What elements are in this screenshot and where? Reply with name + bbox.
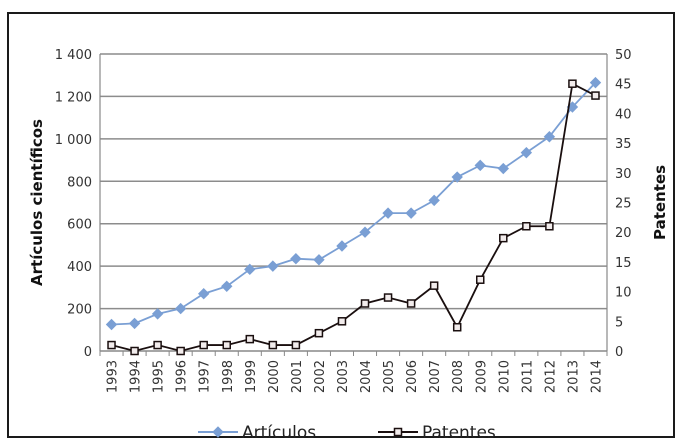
legend-marker-patentes	[393, 427, 403, 437]
data-point-patentes	[522, 222, 531, 231]
data-point-patentes	[452, 322, 462, 332]
y2-tick-label: 20	[615, 226, 632, 241]
data-point-artículos	[474, 159, 486, 172]
x-tick-label: 2004	[359, 360, 374, 393]
x-tick-label: 2011	[520, 360, 535, 393]
legend-marker-artículos	[212, 426, 224, 438]
x-tick-label: 2006	[405, 360, 420, 393]
data-point-patentes	[568, 79, 577, 88]
data-point-artículos	[543, 131, 556, 143]
y-tick-label: 1 200	[55, 90, 92, 105]
data-point-artículos	[244, 263, 256, 276]
data-point-patentes	[499, 233, 508, 243]
data-point-patentes	[268, 340, 278, 350]
data-point-artículos	[174, 302, 187, 315]
data-point-patentes	[545, 222, 554, 231]
y-tick-label: 600	[67, 218, 92, 233]
y2-tick-label: 45	[615, 78, 632, 93]
gridlines	[100, 53, 607, 310]
y2-tick-label: 5	[615, 315, 623, 330]
data-point-artículos	[382, 207, 394, 219]
data-point-patentes	[360, 299, 370, 308]
y-axis-title: Artículos científicos	[28, 119, 46, 286]
data-point-artículos	[313, 254, 325, 266]
data-point-patentes	[153, 340, 162, 350]
data-point-artículos	[497, 162, 510, 175]
data-point-patentes	[107, 340, 116, 350]
data-point-artículos	[451, 171, 463, 183]
y2-tick-label: 10	[615, 286, 632, 301]
data-point-artículos	[589, 76, 602, 89]
data-point-artículos	[428, 194, 440, 207]
data-point-patentes	[383, 293, 393, 302]
y-tick-label: 400	[67, 260, 92, 275]
legend-label-patentes: Patentes	[422, 423, 496, 442]
y-tick-label: 0	[84, 345, 92, 360]
data-point-patentes	[245, 334, 255, 344]
x-tick-label: 1998	[221, 360, 236, 393]
y2-tick-label: 25	[615, 197, 632, 212]
data-point-patentes	[130, 346, 139, 356]
data-point-artículos	[520, 146, 533, 159]
data-point-patentes	[314, 328, 324, 338]
y2-tick-label: 0	[615, 345, 623, 360]
series-line-patentes	[111, 82, 596, 352]
data-point-artículos	[197, 288, 210, 300]
data-point-artículos	[336, 240, 348, 252]
series	[105, 76, 602, 356]
y2-tick-label: 15	[615, 256, 632, 271]
data-point-patentes	[291, 340, 301, 350]
x-tick-label: 2007	[428, 360, 443, 393]
axes: 0 200 400 600 800 1 000 1 200 1 400 0 5 10 15 20 25 30…	[55, 48, 632, 393]
series-line-artículos	[111, 82, 597, 326]
x-tick-label: 2001	[290, 360, 305, 393]
x-tick-label: 2009	[474, 360, 489, 393]
y2-tick-label: 35	[615, 137, 632, 152]
x-tick-label: 1999	[244, 360, 259, 393]
data-point-patentes	[429, 281, 439, 290]
x-tick-label: 2014	[589, 360, 604, 393]
y2-axis-title: Patentes	[651, 165, 669, 240]
data-point-artículos	[221, 280, 233, 293]
x-tick-label: 2012	[543, 360, 558, 393]
data-point-artículos	[290, 253, 302, 265]
y-tick-label: 800	[67, 175, 92, 190]
data-point-artículos	[151, 308, 164, 320]
data-point-artículos	[267, 260, 279, 272]
legend-label-artículos: Artículos	[242, 423, 316, 442]
y2-tick-label: 30	[615, 167, 632, 182]
data-point-patentes	[222, 340, 231, 350]
x-tick-label: 1993	[106, 360, 121, 393]
data-point-patentes	[337, 317, 347, 326]
x-tick-label: 1996	[175, 360, 190, 393]
data-point-patentes	[591, 91, 600, 100]
x-tick-label: 2003	[336, 360, 351, 393]
data-point-patentes	[176, 346, 185, 356]
x-tick-label: 2005	[382, 360, 397, 393]
x-tick-label: 2008	[451, 360, 466, 393]
data-point-patentes	[199, 340, 208, 350]
data-point-artículos	[128, 317, 141, 330]
x-tick-label: 1994	[129, 360, 144, 393]
y-tick-label: 200	[67, 303, 92, 318]
y-tick-label: 1 000	[55, 133, 92, 148]
x-tick-label: 1997	[198, 360, 213, 393]
y2-tick-label: 40	[615, 107, 632, 122]
data-point-patentes	[476, 275, 485, 284]
data-point-artículos	[359, 226, 371, 238]
x-tick-label: 2000	[267, 360, 282, 393]
data-point-artículos	[105, 318, 118, 331]
y2-tick-label: 50	[615, 48, 632, 63]
x-tick-label: 2013	[566, 360, 581, 393]
data-point-artículos	[405, 207, 417, 219]
data-point-patentes	[406, 299, 416, 308]
chart-frame	[7, 12, 675, 438]
legend: Artículos Patentes	[198, 423, 496, 442]
x-tick-label: 1995	[152, 360, 167, 393]
y-tick-label: 1 400	[55, 48, 92, 63]
x-tick-label: 2002	[313, 360, 328, 393]
x-tick-label: 2010	[497, 360, 512, 393]
